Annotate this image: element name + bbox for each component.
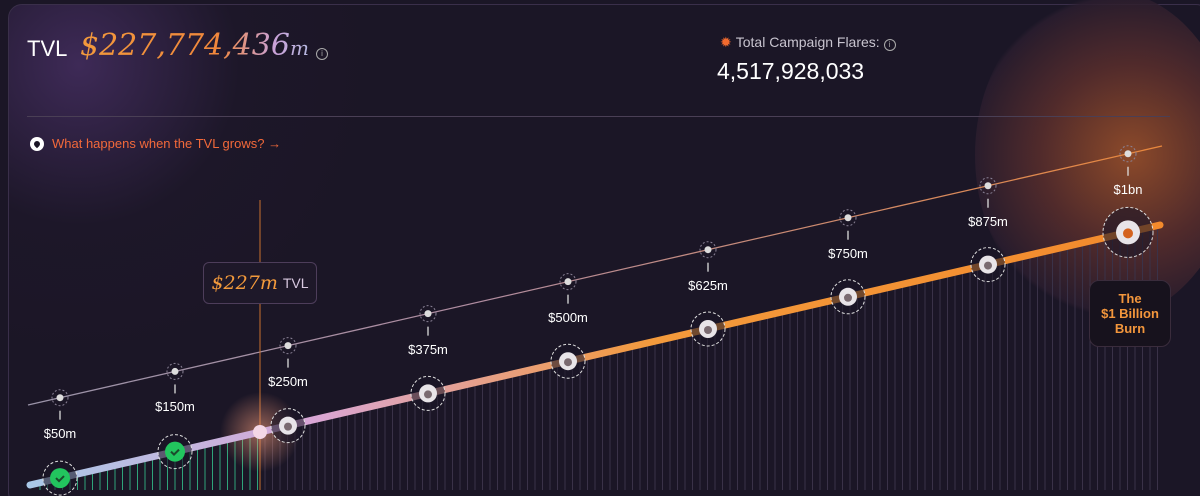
upper-ring (279, 337, 297, 355)
milestone-label: $750m (828, 245, 868, 261)
milestone-8[interactable] (1102, 145, 1154, 258)
milestone-label: $375m (408, 341, 448, 357)
milestone-6[interactable] (830, 209, 866, 315)
milestone-3[interactable] (410, 305, 446, 411)
billion-burn-badge[interactable]: The $1 Billion Burn (1089, 280, 1171, 347)
milestone-label: $875m (968, 213, 1008, 229)
flame-core (844, 293, 852, 302)
milestone-5[interactable] (690, 241, 726, 347)
upper-dot (844, 214, 852, 222)
milestone-label: $150m (155, 399, 195, 415)
check-mark (55, 475, 65, 483)
info-icon[interactable]: i (316, 48, 328, 60)
milestone-label: $500m (548, 309, 588, 325)
tvl-grows-link-label: What happens when the TVL grows? → (52, 136, 282, 151)
check-mark (170, 448, 180, 457)
tvl-label: TVL (27, 36, 68, 61)
upper-line (27, 145, 1163, 406)
upper-ring (699, 241, 717, 259)
current-tvl-value: $227m (211, 272, 278, 294)
flares-value: 4,517,928,033 (717, 58, 865, 84)
flare-star-icon: ✹ (720, 34, 732, 50)
milestone-0[interactable] (42, 389, 78, 496)
upper-ring (979, 177, 997, 195)
upper-dot (56, 394, 64, 402)
divider (27, 116, 1170, 117)
upper-dot (284, 342, 292, 350)
milestone-2[interactable] (270, 337, 306, 444)
current-tvl-suffix: TVL (282, 275, 309, 291)
upper-ring (166, 362, 184, 380)
burn-line: Burn (1114, 321, 1146, 336)
burn-line: $1 Billion (1101, 306, 1159, 321)
globe-graphic (975, 0, 1200, 320)
milestone-4[interactable] (550, 273, 586, 379)
upper-dot (564, 278, 572, 286)
flares-label: ✹ Total Campaign Flares: i (720, 34, 896, 51)
check-icon (50, 468, 70, 489)
flame-core (424, 390, 432, 399)
upper-dot (1124, 150, 1132, 158)
current-tvl-tag: $227m TVL (203, 262, 317, 304)
upper-dot (704, 246, 712, 254)
milestone-7[interactable] (970, 177, 1006, 283)
upper-dot (984, 182, 992, 190)
upper-ring (419, 305, 437, 323)
info-icon[interactable]: i (883, 39, 896, 51)
milestone-label: $250m (268, 373, 308, 389)
milestone-label: $625m (688, 277, 728, 293)
upper-dot (424, 310, 432, 318)
milestone-label: $1bn (1113, 181, 1143, 197)
upper-dot (171, 367, 179, 375)
flame-core (284, 422, 292, 431)
tvl-grows-link[interactable]: What happens when the TVL grows? → (30, 136, 281, 151)
flame-core (1123, 228, 1133, 239)
upper-ring (1119, 145, 1137, 163)
upper-ring (839, 209, 857, 227)
flame-icon (30, 136, 44, 151)
flares-label-text: Total Campaign Flares: (735, 34, 880, 50)
upper-ring (51, 389, 69, 407)
check-icon (165, 441, 185, 462)
upper-ring (559, 273, 577, 291)
milestone-1[interactable] (157, 362, 193, 470)
burn-line: The (1118, 291, 1142, 306)
current-tvl-dot (253, 425, 267, 439)
milestone-label: $50m (43, 425, 77, 441)
flame-core (984, 261, 992, 270)
flame-core (564, 358, 572, 367)
flame-core (704, 326, 712, 334)
